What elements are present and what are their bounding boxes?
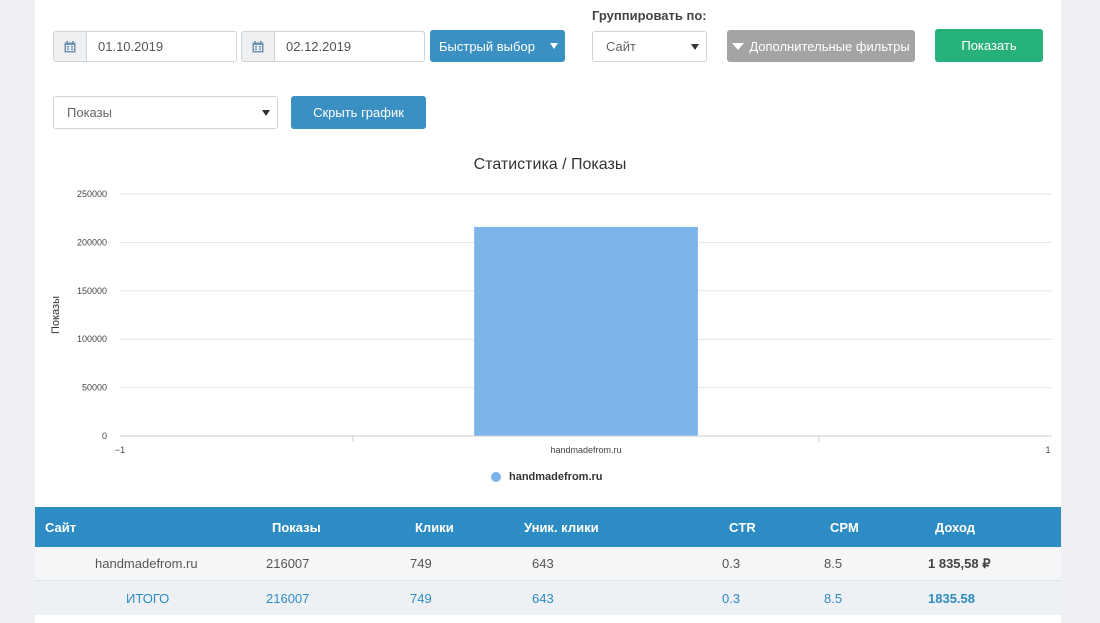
hide-chart-button[interactable]: Скрыть график	[291, 96, 426, 129]
calendar-icon[interactable]	[242, 32, 275, 61]
chevron-down-icon	[262, 109, 270, 116]
cell-total-label: ИТОГО	[126, 590, 170, 606]
quick-select-label: Быстрый выбор	[439, 38, 535, 54]
show-button[interactable]: Показать	[935, 29, 1043, 62]
chevron-down-icon	[691, 43, 699, 50]
cell-impressions: 216007	[266, 556, 310, 571]
extra-filters-button[interactable]: Дополнительные фильтры	[727, 30, 915, 62]
caret-down-icon	[732, 42, 745, 50]
cell-total-unique-clicks: 643	[532, 590, 554, 606]
show-label: Показать	[961, 38, 1017, 53]
date-to-field[interactable]: 02.12.2019	[241, 31, 425, 62]
chevron-down-icon	[550, 43, 558, 49]
extra-filters-label: Дополнительные фильтры	[749, 38, 910, 54]
column-header-impressions[interactable]: Показы	[272, 519, 321, 535]
group-by-select[interactable]: Сайт	[592, 31, 707, 62]
cell-clicks: 749	[410, 556, 432, 571]
chart-title: Статистика / Показы	[473, 156, 627, 173]
table-row: handmadefrom.ru 216007 749 643 0.3 8.5 1…	[35, 547, 1061, 581]
calendar-icon[interactable]	[54, 32, 87, 61]
stats-table: Сайт Показы Клики Уник. клики CTR CPM До…	[35, 507, 1061, 615]
date-from-field[interactable]: 01.10.2019	[53, 31, 237, 62]
column-header-cpm[interactable]: CPM	[830, 519, 859, 535]
cell-income: 1 835,58 ₽	[928, 555, 991, 571]
cell-cpm: 8.5	[824, 556, 843, 571]
cell-total-clicks: 749	[410, 590, 432, 606]
table-header: Сайт Показы Клики Уник. клики CTR CPM До…	[35, 507, 1061, 547]
column-header-income[interactable]: Доход	[935, 519, 975, 535]
cell-site: handmadefrom.ru	[95, 556, 198, 571]
legend-label: handmadefrom.ru	[509, 471, 603, 483]
column-header-site[interactable]: Сайт	[45, 519, 77, 535]
cell-total-income: 1835.58	[928, 590, 975, 606]
cell-ctr: 0.3	[722, 556, 741, 571]
table-total-row: ИТОГО 216007 749 643 0.3 8.5 1835.58	[35, 581, 1061, 615]
column-header-clicks[interactable]: Клики	[415, 519, 454, 535]
cell-unique-clicks: 643	[532, 556, 554, 571]
group-by-label: Группировать по:	[592, 8, 707, 23]
cell-total-cpm: 8.5	[824, 590, 843, 606]
cell-total-impressions: 216007	[266, 590, 310, 606]
metric-select[interactable]: Показы	[53, 96, 278, 129]
column-header-unique-clicks[interactable]: Уник. клики	[524, 519, 599, 535]
quick-select-dropdown[interactable]: Быстрый выбор	[430, 30, 565, 62]
date-from-value[interactable]: 01.10.2019	[98, 39, 164, 54]
hide-chart-label: Скрыть график	[313, 105, 404, 120]
chart-legend[interactable]: handmadefrom.ru	[491, 471, 603, 483]
metric-value: Показы	[67, 105, 112, 120]
cell-total-ctr: 0.3	[722, 590, 741, 606]
column-header-ctr[interactable]: CTR	[729, 519, 756, 535]
date-to-value[interactable]: 02.12.2019	[286, 39, 352, 54]
legend-marker	[491, 472, 501, 482]
group-by-value: Сайт	[606, 39, 636, 54]
